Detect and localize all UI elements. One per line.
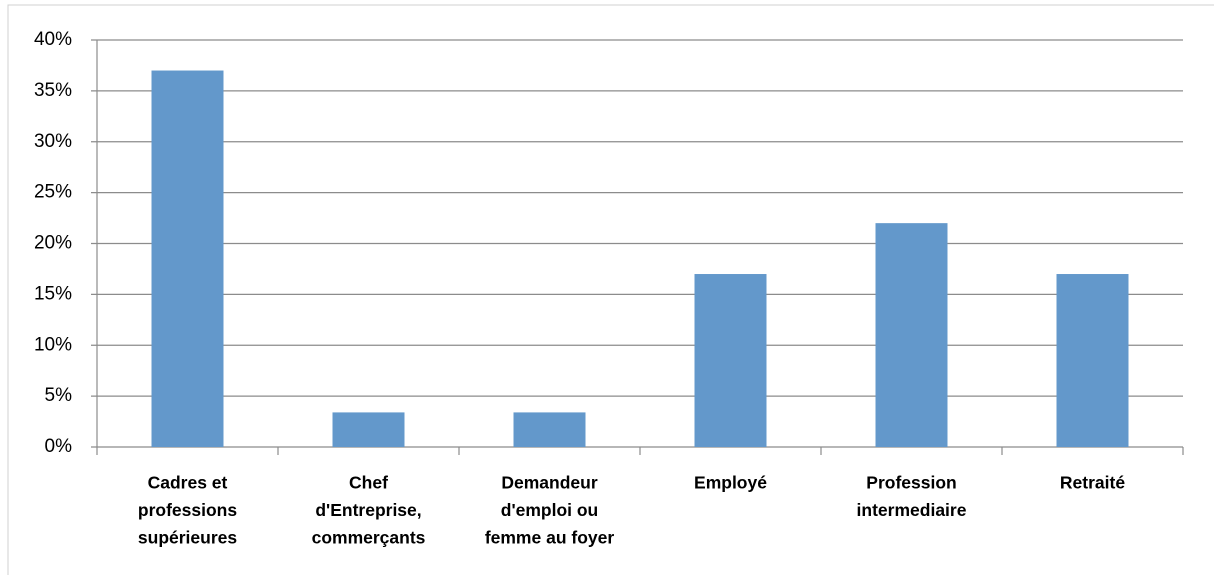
bar [513, 412, 586, 447]
y-tick-label: 0% [45, 436, 73, 457]
y-tick-label: 30% [34, 131, 72, 152]
x-tick-label: d'Entreprise, [315, 500, 421, 520]
y-tick-label: 10% [34, 334, 72, 355]
x-tick-label: Cadres et [148, 473, 228, 493]
bar [875, 223, 948, 447]
x-tick-label: femme au foyer [485, 528, 615, 548]
bar [151, 70, 224, 448]
x-tick-label: Employé [694, 473, 767, 493]
x-tick-label: Demandeur [501, 473, 597, 493]
bar [332, 412, 405, 447]
y-tick-label: 40% [34, 29, 72, 50]
x-tick-label: Profession [866, 473, 956, 493]
y-tick-label: 15% [34, 283, 72, 304]
bar [694, 274, 767, 447]
y-tick-label: 5% [45, 385, 73, 406]
y-tick-label: 25% [34, 182, 72, 203]
bar [1056, 274, 1129, 447]
chart-frame [7, 4, 1214, 575]
x-tick-label: d'emploi ou [501, 500, 599, 520]
y-tick-label: 20% [34, 233, 72, 254]
x-tick-label: Chef [349, 473, 388, 493]
x-tick-label: intermediaire [857, 500, 967, 520]
x-tick-label: commerçants [312, 528, 426, 548]
x-tick-label: Retraité [1060, 473, 1125, 493]
y-tick-label: 35% [34, 80, 72, 101]
x-tick-label: supérieures [138, 528, 237, 548]
x-tick-label: professions [138, 500, 237, 520]
